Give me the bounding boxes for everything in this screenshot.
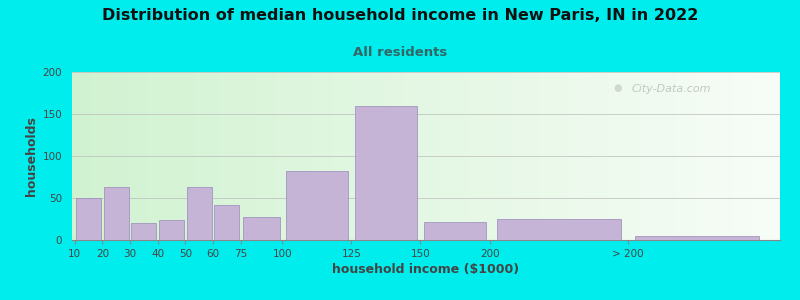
Bar	[159, 220, 184, 240]
Text: City-Data.com: City-Data.com	[631, 84, 711, 94]
X-axis label: household income ($1000): household income ($1000)	[333, 263, 519, 276]
Bar	[104, 187, 129, 240]
Bar	[354, 106, 417, 240]
Bar	[76, 198, 101, 240]
Text: Distribution of median household income in New Paris, IN in 2022: Distribution of median household income …	[102, 8, 698, 22]
Text: ●: ●	[614, 83, 622, 93]
Bar	[286, 171, 348, 240]
Bar	[635, 236, 759, 240]
Bar	[242, 217, 280, 240]
Bar	[131, 223, 156, 240]
Bar	[424, 221, 486, 240]
Bar	[186, 187, 212, 240]
Text: All residents: All residents	[353, 46, 447, 59]
Bar	[497, 219, 621, 240]
Bar	[214, 205, 239, 240]
Y-axis label: households: households	[26, 116, 38, 196]
